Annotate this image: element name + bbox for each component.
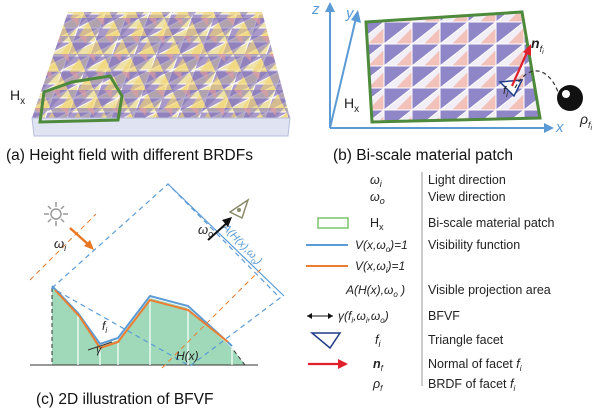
axis-y-label: y [345, 5, 355, 22]
legend-bfvf-arrow-l [307, 313, 312, 319]
hx-label-a: Hx [10, 87, 25, 107]
legend-area-text: Visible projection area [428, 283, 551, 297]
hx-label-c: H(x) [176, 349, 199, 363]
legend-light-text: Light direction [428, 173, 506, 187]
legend-brdf-symbol: ρf [372, 377, 383, 393]
caption-b: (b) Bi-scale material patch [333, 147, 514, 164]
wo-label: ωo [198, 222, 213, 239]
legend-light-symbol: ωi [370, 173, 383, 189]
legend-facet-text: Triangle facet [428, 333, 504, 347]
legend-view-symbol: ωo [370, 190, 385, 206]
terrain-right-dash [231, 347, 246, 366]
normal-arrowhead [523, 44, 531, 56]
legend-bfvf-text: BFVF [428, 309, 460, 323]
caption-c: (c) 2D illustration of BFVF [36, 391, 214, 408]
hx-patch-outline [38, 74, 124, 124]
axis-y-arrow [351, 10, 361, 23]
facet-fi-label: fi [503, 85, 508, 99]
facet-dividers [77, 298, 233, 365]
panel-a-heightfield: Hx [10, 12, 291, 137]
legend-vis-i-symbol: V(x,ωi)=1 [355, 259, 405, 275]
visibility-wi-line [54, 289, 229, 350]
normal-arrow [510, 49, 530, 87]
eye-icon [228, 198, 250, 220]
legend-normal-text: Normal of facet fi [428, 357, 522, 373]
axis-y [329, 17, 357, 129]
legend-vis-o-text: Visibility function [428, 238, 520, 252]
panel-b-patch: z y x Hx fi nfi ρfi [311, 1, 593, 136]
heightfield-side [31, 117, 291, 137]
projection-measure [167, 183, 285, 297]
legend-hx-text: Bi-scale material patch [428, 216, 554, 230]
light-dash-2 [161, 267, 263, 369]
legend-facet-swatch [309, 332, 342, 350]
visibility-wo-line [51, 285, 233, 347]
brdf-link [514, 70, 559, 93]
axis-z-label: z [311, 1, 320, 18]
legend-view-text: View direction [428, 190, 506, 204]
legend-bfvf-arrow-r [328, 313, 333, 319]
facet-fi [498, 79, 524, 98]
wi-arrowhead [84, 240, 94, 250]
fi-label-c: fi [102, 319, 107, 335]
axis-x-arrow [544, 123, 554, 133]
legend-brdf-text: BRDF of facet fi [428, 377, 515, 393]
heightfield-overlay [32, 12, 290, 118]
hx-label-b: Hx [344, 95, 359, 115]
gamma-label: γ [96, 344, 103, 356]
wi-label: ωi [54, 236, 67, 253]
axis-z-arrow [325, 2, 335, 12]
gamma-arrow [87, 341, 113, 351]
axis-x-label: x [555, 119, 564, 136]
legend-normal-symbol: nf [373, 357, 384, 373]
terrain-fill [52, 288, 245, 365]
legend-normal-arrowhead [338, 359, 348, 369]
light-dash-1 [29, 213, 97, 281]
legend-hx-symbol: Hx [370, 216, 384, 232]
legend-hx-swatch [317, 217, 349, 229]
rho-label: ρfi [579, 111, 593, 132]
material-patch [364, 10, 542, 124]
wo-arrowhead [222, 217, 232, 227]
legend-bfvf-symbol: γ(fi,ωi,ωo) [338, 309, 389, 325]
wo-arrow [207, 221, 229, 241]
sun-icon [44, 202, 68, 226]
caption-a: (a) Height field with different BRDFs [6, 147, 253, 164]
legend-area-symbol: A(H(x),ωo ) [345, 283, 405, 299]
wi-arrow [69, 227, 91, 247]
normal-label: nfi [531, 35, 544, 56]
projection-box [50, 183, 281, 367]
brdf-sphere-highlight [562, 90, 570, 98]
panel-c-bfvf: A(H(x),ωo) ωi ωo fi γ H(x) [29, 183, 285, 369]
legend-facet-symbol: fi [375, 333, 381, 349]
legend-vis-o-symbol: V(x,ωo)=1 [355, 238, 408, 254]
